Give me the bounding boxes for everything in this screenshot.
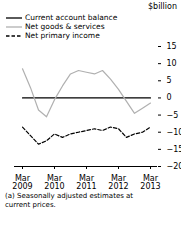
html-text:(a) Seasonally adjusted estima: (a) Seasonally adjusted estimates at cur… [5,192,134,209]
svg-text:−10: −10 [167,128,181,137]
html-text:Current account balance: Current account balance [25,13,118,22]
svg-text:Mar2011: Mar2011 [76,174,96,191]
svg-text:15: 15 [167,42,177,51]
svg-text:Mar2009: Mar2009 [12,174,32,191]
svg-text:Mar2012: Mar2012 [108,174,128,191]
svg-text:10: 10 [167,59,177,68]
svg-text:0: 0 [167,93,172,102]
html-text:$billion: $billion [148,2,177,11]
svg-text:−20: −20 [167,162,181,171]
svg-text:5: 5 [167,76,172,85]
svg-text:−15: −15 [167,145,181,154]
svg-text:−5: −5 [167,111,179,120]
svg-text:Mar2013: Mar2013 [140,174,160,191]
html-text:Net goods & services: Net goods & services [25,22,105,31]
html-text:Net primary income: Net primary income [25,31,100,40]
svg-text:Mar2010: Mar2010 [44,174,64,191]
